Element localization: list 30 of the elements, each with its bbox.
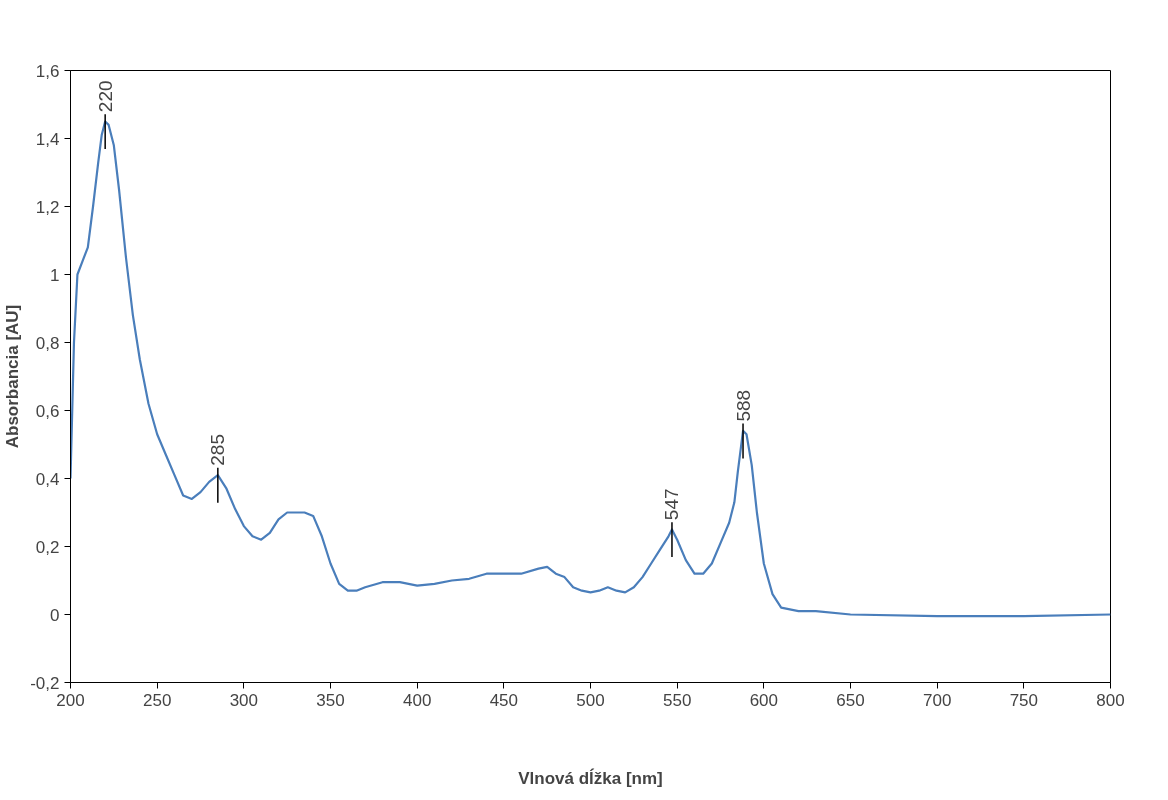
annotation: 285 — [207, 434, 229, 466]
y-axis-title: Absorbancia [AU] — [3, 304, 23, 449]
x-tick-label: 350 — [316, 690, 345, 710]
x-tick-label: 650 — [836, 690, 865, 710]
x-axis-title: Vlnová dĺžka [nm] — [518, 767, 663, 788]
x-tick-label: 750 — [1009, 690, 1039, 710]
x-tick-label: 250 — [142, 690, 172, 710]
x-tick-label: 450 — [489, 690, 519, 710]
y-tick-label: 1,4 — [35, 129, 60, 149]
y-tick-label: 0,8 — [35, 333, 60, 353]
y-tick-label: 1 — [50, 265, 60, 285]
line-series — [70, 120, 1111, 618]
y-tick-label: 0 — [50, 605, 60, 625]
x-tick-label: 200 — [56, 690, 85, 710]
y-tick-label: -0,2 — [30, 673, 60, 693]
y-tick-label: 0,4 — [35, 469, 60, 489]
x-tick-label: 500 — [576, 690, 605, 710]
x-tick-label: 800 — [1096, 690, 1125, 710]
x-tick-label: 400 — [402, 690, 432, 710]
annotation: 588 — [732, 389, 754, 422]
x-tick-label: 300 — [229, 690, 259, 710]
annotation: 547 — [661, 488, 683, 521]
x-tick-label: 550 — [662, 690, 692, 710]
y-tick-label: 0,6 — [35, 401, 60, 421]
y-tick-label: 0,2 — [35, 537, 60, 557]
annotation: 220 — [94, 80, 116, 113]
y-tick-label: 1,6 — [35, 61, 60, 81]
y-tick-label: 1,2 — [35, 197, 60, 217]
x-tick-label: 700 — [922, 690, 952, 710]
x-tick-label: 600 — [749, 690, 779, 710]
